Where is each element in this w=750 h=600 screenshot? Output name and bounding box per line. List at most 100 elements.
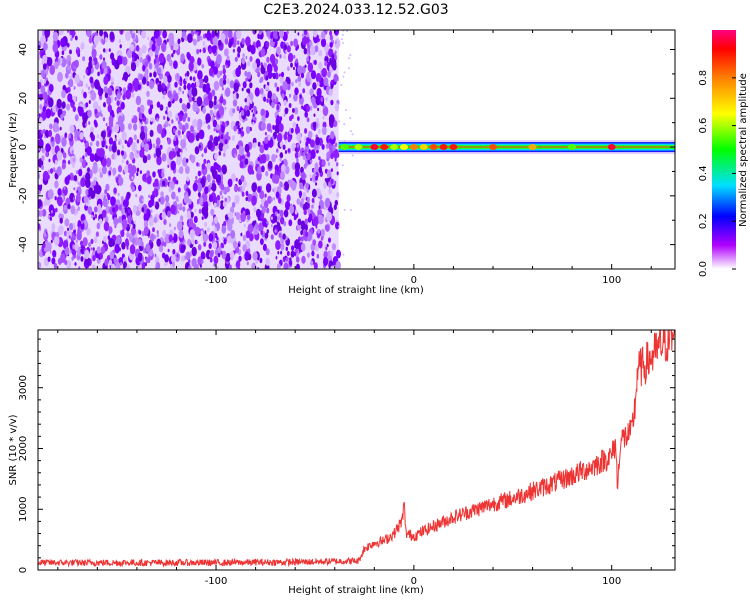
heatmap-noise-cell	[306, 56, 309, 62]
heatmap-noise-cell	[74, 35, 78, 41]
heatmap-noise-cell	[325, 224, 330, 232]
heatmap-noise-cell	[42, 105, 47, 112]
heatmap-noise-cell	[236, 30, 242, 39]
heatmap-noise-cell	[122, 87, 127, 93]
heatmap-noise-cell	[132, 238, 136, 245]
heatmap-noise-cell	[279, 85, 283, 91]
heatmap-noise-cell	[237, 186, 241, 192]
heatmap-noise-cell	[135, 193, 138, 198]
heatmap-noise-cell	[156, 233, 160, 238]
heatmap-noise-cell	[225, 87, 231, 97]
heatmap-noise-cell	[114, 243, 120, 254]
heatmap-noise-cell	[158, 244, 164, 253]
heatmap-noise-cell	[147, 36, 150, 41]
heatmap-noise-cell	[88, 121, 91, 125]
heatmap-noise-cell	[187, 33, 193, 43]
heatmap-noise-cell	[38, 89, 42, 95]
heatmap-noise-cell	[139, 170, 142, 175]
heatmap-noise-cell	[266, 63, 273, 74]
heatmap-noise-cell	[110, 196, 116, 206]
heatmap-noise-cell	[203, 75, 209, 84]
heatmap-noise-cell	[72, 106, 77, 113]
heatmap-noise-cell	[135, 95, 142, 106]
heatmap-noise-cell	[220, 33, 226, 43]
snr-y-tick-label: 0	[18, 567, 29, 573]
heatmap-noise-cell	[144, 143, 150, 153]
heatmap-noise-cell	[305, 182, 309, 189]
heatmap-noise-cell	[286, 251, 290, 256]
heatmap-noise-cell	[240, 109, 245, 116]
heatmap-noise-cell	[287, 66, 290, 71]
heatmap-noise-cell	[237, 52, 241, 58]
heatmap-noise-cell	[78, 106, 84, 117]
heatmap-noise-cell	[311, 96, 316, 104]
heatmap-noise-cell	[45, 143, 51, 153]
heatmap-noise-cell	[114, 123, 120, 133]
heatmap-noise-cell	[348, 57, 351, 60]
heatmap-noise-cell	[310, 70, 317, 80]
heatmap-noise-cell	[242, 255, 245, 259]
heatmap-noise-cell	[160, 191, 164, 198]
heatmap-noise-cell	[192, 76, 196, 82]
heatmap-noise-cell	[102, 140, 106, 146]
heatmap-noise-cell	[266, 229, 269, 234]
heatmap-noise-cell	[196, 182, 203, 193]
heatmap-noise-cell	[176, 220, 183, 231]
heatmap-noise-cell	[198, 129, 205, 140]
heatmap-noise-cell	[273, 197, 275, 201]
heatmap-noise-cell	[190, 125, 194, 133]
heatmap-noise-cell	[123, 71, 129, 81]
heatmap-noise-cell	[334, 40, 337, 45]
heatmap-noise-cell	[198, 144, 201, 149]
heatmap-noise-cell	[202, 47, 206, 54]
heatmap-noise-cell	[131, 32, 136, 40]
heatmap-noise-cell	[349, 209, 352, 212]
heatmap-noise-cell	[198, 208, 202, 214]
heatmap-noise-cell	[191, 257, 197, 267]
heatmap-noise-cell	[94, 187, 98, 194]
heatmap-noise-cell	[316, 117, 319, 123]
heatmap-noise-cell	[177, 169, 180, 174]
heatmap-noise-cell	[51, 257, 56, 265]
signal-peak	[419, 144, 428, 151]
heatmap-noise-cell	[330, 83, 334, 89]
heatmap-noise-cell	[154, 201, 160, 210]
heatmap-noise-cell	[254, 87, 260, 97]
heatmap-noise-cell	[55, 170, 57, 174]
heatmap-noise-cell	[139, 149, 145, 158]
heatmap-noise-cell	[168, 187, 172, 193]
heatmap-noise-cell	[264, 200, 269, 209]
heatmap-noise-cell	[89, 153, 95, 163]
heatmap-noise-cell	[49, 216, 52, 221]
heatmap-noise-cell	[98, 218, 103, 225]
heatmap-noise-cell	[229, 251, 235, 260]
heatmap-noise-cell	[92, 255, 96, 261]
heatmap-noise-cell	[183, 84, 187, 90]
heatmap-noise-cell	[260, 48, 266, 57]
heatmap-noise-cell	[148, 194, 151, 198]
heatmap-noise-cell	[68, 133, 71, 139]
heatmap-noise-cell	[54, 61, 59, 70]
heatmap-noise-cell	[72, 85, 75, 90]
heatmap-noise-cell	[203, 204, 209, 213]
heatmap-noise-cell	[318, 240, 323, 249]
heatmap-noise-cell	[167, 110, 173, 119]
heatmap-noise-cell	[251, 109, 254, 113]
heatmap-noise-cell	[220, 183, 225, 191]
heatmap-noise-cell	[232, 108, 236, 114]
heatmap-noise-cell	[276, 86, 280, 92]
heatmap-noise-cell	[144, 120, 147, 125]
heatmap-noise-cell	[315, 175, 318, 181]
heatmap-noise-cell	[277, 209, 280, 214]
heatmap-noise-cell	[294, 239, 300, 250]
heatmap-noise-cell	[60, 147, 64, 154]
heatmap-noise-cell	[351, 133, 354, 136]
heatmap-noise-cell	[165, 106, 169, 111]
heatmap-noise-cell	[53, 263, 58, 269]
heatmap-noise-cell	[42, 251, 46, 256]
heatmap-x-tick-label: -100	[205, 275, 228, 286]
heatmap-noise-cell	[164, 130, 167, 134]
heatmap-noise-cell	[247, 88, 251, 94]
heatmap-noise-cell	[118, 39, 122, 44]
heatmap-noise-cell	[279, 157, 282, 162]
